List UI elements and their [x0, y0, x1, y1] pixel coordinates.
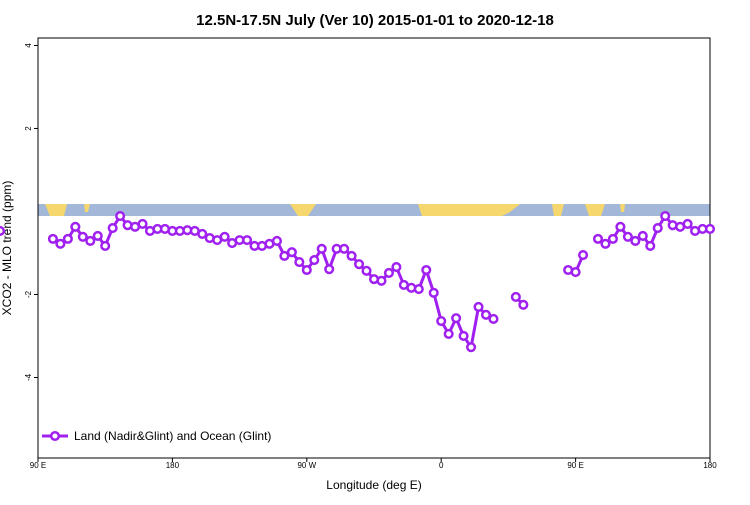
point	[615, 221, 626, 232]
point	[301, 264, 312, 276]
plot-frame	[37, 37, 711, 459]
point	[436, 315, 447, 327]
point	[622, 231, 633, 242]
point	[443, 328, 454, 339]
point	[413, 284, 424, 295]
point	[383, 267, 394, 278]
point	[570, 267, 581, 278]
point	[600, 238, 611, 249]
point	[0, 225, 6, 237]
point	[361, 265, 372, 276]
point	[85, 235, 96, 246]
point	[309, 254, 320, 266]
x-tick-label: 0	[439, 461, 444, 470]
point	[115, 210, 126, 222]
point	[466, 342, 477, 353]
point	[197, 228, 208, 239]
x-tick-label: 180	[166, 461, 180, 470]
point	[660, 210, 671, 222]
point	[316, 243, 327, 254]
point	[70, 221, 81, 232]
point	[607, 233, 618, 244]
x-tick-label: 180	[703, 461, 717, 470]
point	[510, 291, 521, 303]
point	[219, 231, 230, 242]
point	[451, 313, 462, 324]
legend-label: Land (Nadir&Glint) and Ocean (Glint)	[74, 429, 271, 443]
point	[473, 301, 484, 312]
point	[578, 250, 589, 261]
point	[137, 218, 148, 229]
point	[279, 250, 290, 261]
point	[682, 218, 693, 229]
x-tick-label: 90 W	[297, 461, 316, 470]
y-axis-label: XCO2 - MLO trend (ppm)	[0, 181, 14, 316]
point	[324, 264, 335, 275]
point	[286, 247, 297, 258]
land-ocean-band	[38, 204, 710, 216]
point	[242, 235, 253, 246]
y-tick-label: -2	[24, 290, 33, 298]
point	[704, 223, 716, 234]
point	[458, 330, 469, 342]
point	[376, 275, 387, 286]
chart-title: 12.5N-17.5N July (Ver 10) 2015-01-01 to …	[196, 12, 554, 29]
point	[339, 243, 350, 254]
point	[488, 313, 499, 325]
y-tick-label: -4	[24, 373, 33, 381]
point	[62, 233, 73, 244]
point	[107, 223, 118, 234]
point	[421, 264, 432, 276]
x-tick-label: 90 E	[567, 461, 583, 470]
point	[592, 233, 604, 244]
point	[630, 235, 641, 246]
point	[480, 309, 492, 320]
point	[294, 257, 305, 268]
point	[92, 230, 103, 242]
ocean-band	[38, 204, 710, 216]
point	[55, 238, 66, 249]
point	[100, 240, 111, 251]
point	[652, 223, 663, 234]
y-tick-label: 4	[24, 43, 33, 48]
point	[391, 262, 402, 273]
y-tick-label: 2	[24, 126, 33, 131]
x-axis-label: Longitude (deg E)	[326, 478, 421, 492]
point	[346, 250, 357, 261]
land-band	[45, 204, 625, 216]
point	[77, 231, 88, 242]
x-tick-label: 90 E	[30, 461, 46, 470]
point	[271, 235, 282, 246]
point	[645, 240, 656, 251]
legend-marker	[49, 430, 61, 442]
point	[637, 230, 648, 242]
point	[47, 233, 58, 244]
point	[518, 299, 529, 310]
point	[428, 287, 439, 298]
point	[354, 259, 365, 270]
